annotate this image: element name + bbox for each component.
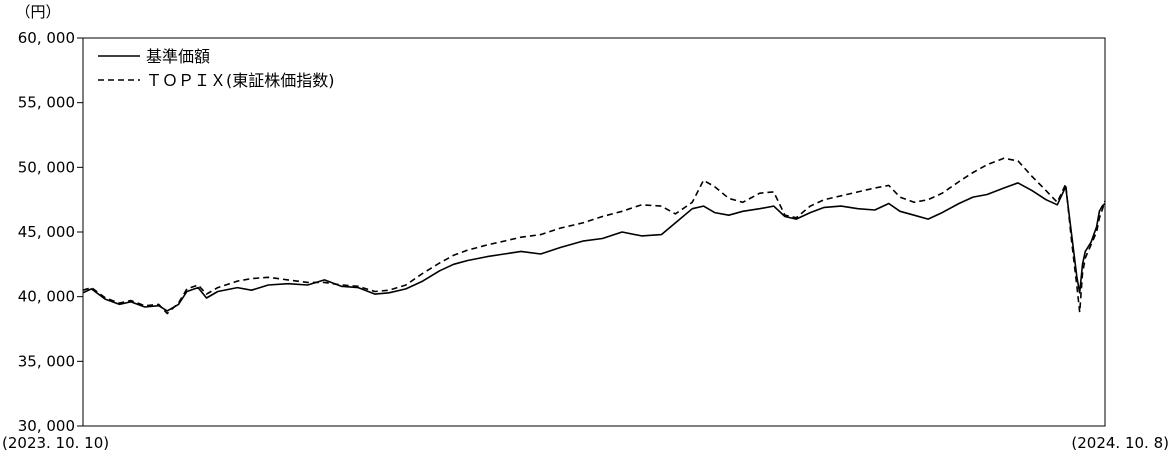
y-tick-label: 35, 000 [18,352,75,370]
y-tick-label: 45, 000 [18,223,75,241]
y-tick-label: 55, 000 [18,94,75,112]
y-tick-label: 40, 000 [18,288,75,306]
legend-label-nav: 基準価額 [146,47,210,66]
y-axis: 60, 000 55, 000 50, 000 45, 000 40, 000 35, 0… [18,29,83,435]
series-line-nav [82,182,1106,312]
x-start-label: (2023. 10. 10) [2,434,109,452]
y-tick-label: 60, 000 [18,29,75,47]
y-tick-label: 50, 000 [18,158,75,176]
y-unit-label: （円） [15,3,60,21]
series-line-topix [82,157,1106,315]
series-layer [82,157,1106,315]
plot-frame [82,37,1106,427]
y-tick-label: 30, 000 [18,417,75,435]
legend-label-topix: ＴＯＰＩＸ(東証株価指数) [146,71,335,90]
x-end-label: (2024. 10. 8) [1071,434,1169,452]
legend: 基準価額 ＴＯＰＩＸ(東証株価指数) [98,47,335,90]
